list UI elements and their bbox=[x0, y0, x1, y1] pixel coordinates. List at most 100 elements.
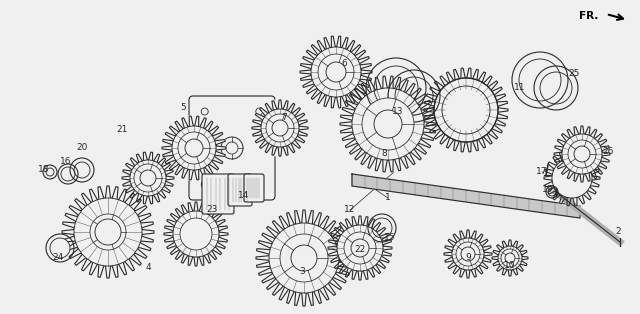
Polygon shape bbox=[534, 66, 578, 110]
Circle shape bbox=[221, 137, 243, 159]
Text: 19: 19 bbox=[542, 186, 554, 194]
Text: 3: 3 bbox=[299, 268, 305, 277]
Text: 21: 21 bbox=[116, 126, 128, 134]
Text: 18: 18 bbox=[38, 165, 50, 175]
Text: 5: 5 bbox=[180, 104, 186, 112]
Circle shape bbox=[351, 239, 369, 257]
Circle shape bbox=[280, 234, 328, 282]
Polygon shape bbox=[424, 68, 508, 152]
Text: 20: 20 bbox=[76, 143, 88, 153]
Circle shape bbox=[269, 223, 339, 293]
Text: 14: 14 bbox=[238, 192, 250, 201]
Circle shape bbox=[562, 134, 602, 174]
Circle shape bbox=[180, 218, 212, 250]
Polygon shape bbox=[328, 216, 392, 280]
Polygon shape bbox=[62, 186, 154, 278]
Polygon shape bbox=[340, 76, 436, 172]
Circle shape bbox=[344, 232, 376, 264]
Circle shape bbox=[256, 181, 263, 188]
Text: 13: 13 bbox=[392, 107, 404, 116]
Polygon shape bbox=[388, 70, 440, 122]
Polygon shape bbox=[368, 214, 396, 242]
Circle shape bbox=[95, 219, 121, 245]
Polygon shape bbox=[164, 202, 228, 266]
Circle shape bbox=[456, 242, 480, 266]
Polygon shape bbox=[162, 116, 226, 180]
Circle shape bbox=[256, 108, 263, 115]
Circle shape bbox=[362, 98, 414, 150]
Polygon shape bbox=[164, 202, 228, 266]
Polygon shape bbox=[340, 76, 436, 172]
Circle shape bbox=[552, 158, 592, 198]
Polygon shape bbox=[256, 210, 352, 306]
Polygon shape bbox=[512, 52, 568, 108]
Circle shape bbox=[505, 253, 515, 263]
Text: 1: 1 bbox=[385, 193, 391, 203]
Circle shape bbox=[272, 120, 288, 136]
Text: 24: 24 bbox=[52, 253, 63, 263]
Circle shape bbox=[461, 247, 475, 261]
Circle shape bbox=[172, 126, 216, 170]
Polygon shape bbox=[46, 234, 74, 262]
Text: FR.: FR. bbox=[579, 11, 598, 21]
Polygon shape bbox=[252, 100, 308, 156]
Polygon shape bbox=[328, 216, 392, 280]
Text: 10: 10 bbox=[504, 262, 516, 270]
Polygon shape bbox=[492, 240, 528, 276]
FancyBboxPatch shape bbox=[202, 174, 234, 214]
Text: 17: 17 bbox=[536, 167, 548, 176]
Polygon shape bbox=[554, 126, 610, 182]
Circle shape bbox=[74, 198, 142, 266]
Circle shape bbox=[201, 108, 208, 115]
FancyBboxPatch shape bbox=[244, 174, 264, 202]
Text: 15: 15 bbox=[384, 234, 396, 242]
Text: 7: 7 bbox=[281, 113, 287, 122]
Text: 11: 11 bbox=[515, 84, 525, 93]
Polygon shape bbox=[122, 152, 174, 204]
Circle shape bbox=[498, 246, 522, 270]
Polygon shape bbox=[62, 186, 154, 278]
Circle shape bbox=[337, 225, 383, 271]
Polygon shape bbox=[43, 165, 57, 179]
Polygon shape bbox=[544, 150, 600, 206]
Text: 6: 6 bbox=[341, 59, 347, 68]
Text: 22: 22 bbox=[355, 246, 365, 255]
Polygon shape bbox=[554, 126, 610, 182]
Polygon shape bbox=[352, 174, 580, 218]
Circle shape bbox=[374, 110, 402, 138]
Text: 26: 26 bbox=[602, 148, 614, 156]
Circle shape bbox=[134, 164, 162, 192]
Text: 4: 4 bbox=[145, 263, 151, 273]
Circle shape bbox=[501, 249, 519, 267]
Circle shape bbox=[173, 211, 219, 257]
Circle shape bbox=[90, 214, 126, 250]
Polygon shape bbox=[434, 78, 498, 142]
Text: 16: 16 bbox=[60, 158, 72, 166]
Polygon shape bbox=[300, 36, 372, 108]
Polygon shape bbox=[122, 152, 174, 204]
Polygon shape bbox=[444, 230, 492, 278]
Polygon shape bbox=[492, 240, 528, 276]
Polygon shape bbox=[444, 230, 492, 278]
Circle shape bbox=[130, 160, 166, 196]
Circle shape bbox=[185, 139, 203, 157]
Circle shape bbox=[226, 142, 238, 154]
Circle shape bbox=[178, 132, 210, 164]
Polygon shape bbox=[70, 158, 94, 182]
Circle shape bbox=[574, 146, 590, 162]
Polygon shape bbox=[58, 164, 78, 184]
Circle shape bbox=[291, 245, 317, 271]
Circle shape bbox=[50, 238, 70, 258]
FancyBboxPatch shape bbox=[189, 96, 275, 200]
Circle shape bbox=[326, 62, 346, 82]
Polygon shape bbox=[162, 116, 226, 180]
Polygon shape bbox=[252, 100, 308, 156]
Circle shape bbox=[352, 88, 424, 160]
Text: 2: 2 bbox=[615, 228, 621, 236]
Polygon shape bbox=[300, 36, 372, 108]
FancyBboxPatch shape bbox=[228, 174, 252, 206]
Circle shape bbox=[434, 78, 498, 142]
Circle shape bbox=[266, 114, 294, 142]
Polygon shape bbox=[256, 210, 352, 306]
Polygon shape bbox=[544, 150, 600, 206]
